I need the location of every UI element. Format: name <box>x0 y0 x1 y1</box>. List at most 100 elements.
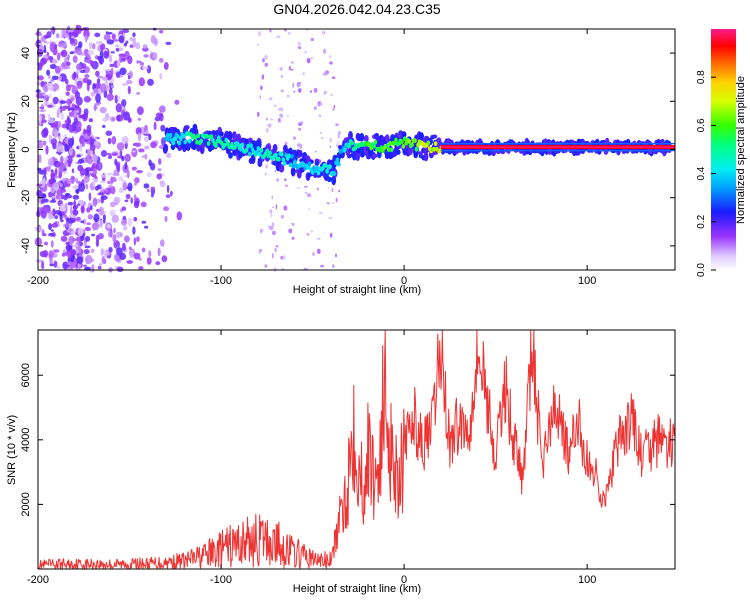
speckle-point <box>74 177 79 183</box>
speckle-point <box>55 194 61 200</box>
speckle-point <box>63 170 67 175</box>
speckle-point <box>50 169 54 173</box>
ridge-core-point <box>347 143 352 149</box>
speckle-point <box>310 230 313 233</box>
speckle-point <box>52 208 56 217</box>
speckle-point <box>264 62 269 67</box>
speckle-point <box>274 248 277 252</box>
speckle-point <box>63 194 68 201</box>
speckle-point <box>87 159 93 165</box>
speckle-point <box>68 138 74 147</box>
speckle-point <box>335 123 339 127</box>
speckle-point <box>329 54 331 59</box>
speckle-point <box>106 39 115 45</box>
speckle-point <box>69 205 73 215</box>
speckle-point <box>119 47 124 52</box>
speckle-point <box>138 77 145 87</box>
speckle-point <box>53 260 57 267</box>
speckle-point <box>74 91 80 100</box>
ridge-core-point <box>410 142 414 148</box>
speckle-point <box>113 196 121 204</box>
speckle-point <box>147 78 154 86</box>
speckle-point <box>143 133 151 136</box>
speckle-point <box>288 228 293 234</box>
speckle-point <box>304 50 307 55</box>
speckle-point <box>130 249 134 259</box>
ridge-core-point <box>372 143 376 149</box>
x-tick-label: -200 <box>27 574 49 586</box>
speckle-point <box>66 98 73 106</box>
speckle-point <box>138 148 145 153</box>
speckle-point <box>119 54 123 64</box>
ridge-core-point <box>280 151 284 157</box>
ridge-core-point <box>316 170 321 176</box>
speckle-point <box>114 94 119 104</box>
ridge-halo-point <box>391 150 397 157</box>
ridge-core-point <box>407 139 412 144</box>
speckle-point <box>132 39 137 48</box>
speckle-point <box>49 93 52 99</box>
ridge-core-point <box>310 170 315 176</box>
speckle-point <box>108 88 113 95</box>
ridge-halo-point <box>423 151 429 162</box>
speckle-point <box>50 185 55 194</box>
speckle-point <box>158 158 162 165</box>
speckle-point <box>329 137 333 143</box>
speckle-point <box>314 150 317 153</box>
speckle-point <box>110 201 116 208</box>
speckle-point <box>53 58 56 63</box>
speckle-point <box>67 117 71 127</box>
speckle-point <box>121 57 127 62</box>
speckle-point <box>59 65 64 71</box>
speckle-point <box>37 62 43 71</box>
x-tick-label: -100 <box>210 574 232 586</box>
speckle-point <box>69 38 75 45</box>
speckle-point <box>80 220 85 224</box>
speckle-point <box>51 75 59 81</box>
speckle-point <box>108 246 113 253</box>
speckle-point <box>293 136 296 140</box>
speckle-point <box>69 31 72 40</box>
speckle-point <box>87 214 94 220</box>
speckle-point <box>50 171 56 180</box>
speckle-point <box>93 89 99 94</box>
speckle-point <box>280 256 283 260</box>
speckle-point <box>48 251 55 255</box>
x-tick-label: 100 <box>578 275 596 287</box>
speckle-point <box>260 85 263 91</box>
speckle-point <box>160 239 165 247</box>
ridge-halo-point <box>363 135 369 143</box>
ridge-core-point <box>432 146 436 152</box>
ridge-core-point <box>287 153 291 159</box>
ridge-core-point <box>171 140 176 146</box>
ridge-core-point <box>233 144 237 150</box>
speckle-point <box>284 141 288 146</box>
speckle-point <box>139 62 144 66</box>
ridge-halo-point <box>390 134 395 141</box>
speckle-point <box>85 254 93 265</box>
speckle-point <box>130 197 133 204</box>
speckle-point <box>297 41 302 47</box>
speckle-point <box>159 30 164 34</box>
speckle-point <box>114 44 120 48</box>
ridge-core-point <box>291 163 296 169</box>
ridge-halo-point <box>395 149 401 155</box>
speckle-point <box>264 54 268 60</box>
speckle-point <box>88 192 92 201</box>
ridge-halo-point <box>255 139 261 147</box>
ridge-core-point <box>290 154 294 159</box>
ridge-core-point <box>350 140 354 146</box>
speckle-point <box>95 70 100 77</box>
ridge-core-point <box>265 148 270 154</box>
speckle-point <box>296 187 301 189</box>
speckle-point <box>93 103 97 112</box>
speckle-point <box>74 47 81 51</box>
speckle-point <box>144 225 149 229</box>
speckle-point <box>262 58 265 63</box>
ridge-core-point <box>195 139 199 145</box>
speckle-point <box>323 72 327 76</box>
speckle-point <box>110 186 116 195</box>
ridge-core-point <box>343 147 347 153</box>
speckle-point <box>133 200 140 209</box>
speckle-point <box>51 195 56 199</box>
